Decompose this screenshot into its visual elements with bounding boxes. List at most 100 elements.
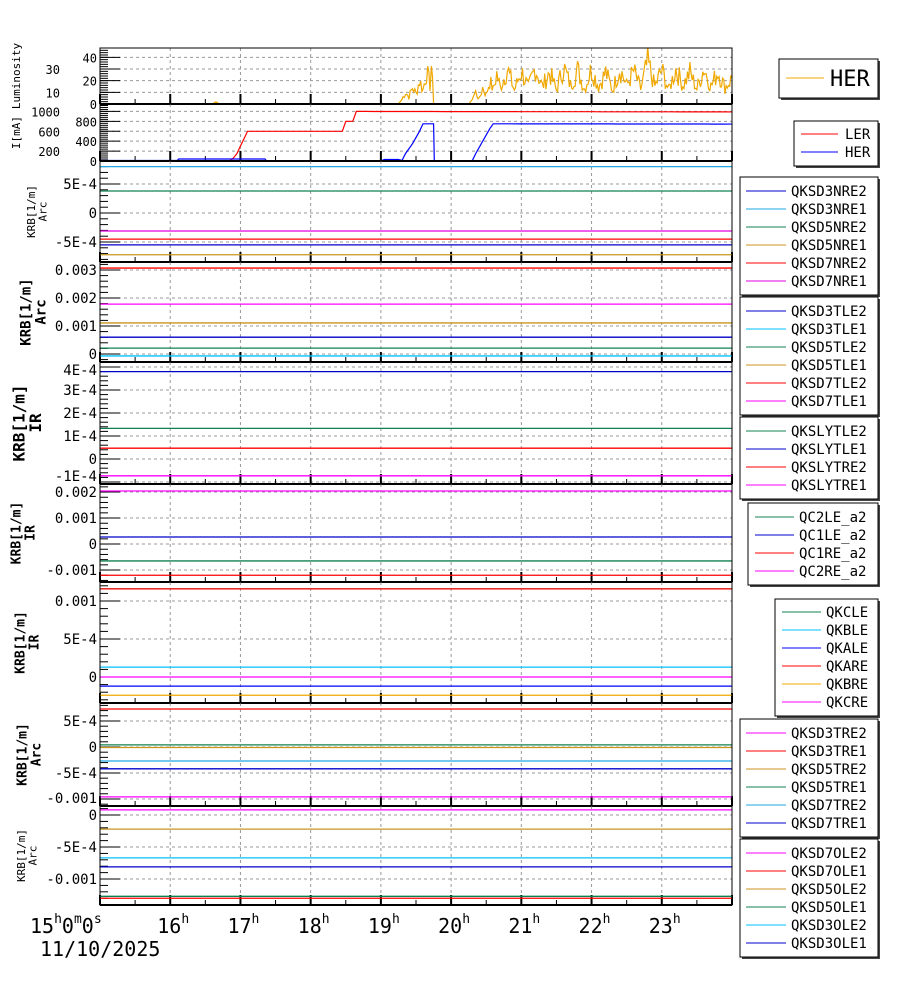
y-axis-label: I[mA] [10, 116, 23, 149]
y-axis-label-line: Arc [36, 202, 49, 222]
x-tick-unit: h [462, 912, 470, 927]
y-tick-label: 200 [38, 145, 60, 159]
y-tick-label: 600 [38, 125, 60, 139]
y-axis-label-line: IR [26, 413, 45, 433]
legend-label: QKSD7TRE2 [791, 798, 867, 814]
legend-label: QC1LE_a2 [799, 528, 866, 544]
series-group [100, 809, 732, 899]
x-tick-label: 19h [368, 912, 400, 938]
series-group [100, 588, 732, 696]
y-tick-label: 0 [89, 670, 97, 686]
series-group [100, 708, 732, 798]
x-tick-hour: 16 [157, 914, 181, 938]
legend-krb-arc-tre: QKSD3TRE2 QKSD3TRE1 QKSD5TRE2 QKSD5TRE1 QKSD… [739, 718, 880, 839]
x-tick-label: 20h [438, 912, 470, 938]
y-axis-label-line: KRB[1/m] [10, 502, 25, 565]
y-tick-label: 0 [89, 808, 97, 824]
panel-krb-arc-tle: 0.003 0.002 0.001 0 KRB[1/m]Arc [19, 261, 733, 363]
series-group [100, 110, 732, 161]
y-tick-label: 5E-4 [63, 714, 97, 730]
legend-current: LER HER [793, 120, 880, 168]
y-axis-label-line: Arc [26, 846, 39, 866]
y-axis-label-line: IR [27, 635, 42, 651]
panel-frame [99, 47, 733, 105]
legend-label: QKSD7NRE2 [791, 256, 867, 272]
y-tick-label: 0.002 [55, 291, 97, 307]
y-tick-label: 5E-4 [63, 632, 97, 648]
panel-krb-ir-qk: 0.001 5E-4 0 KRB[1/m]IR [14, 581, 733, 704]
y-axis-label-line: I[mA] [10, 116, 23, 149]
panel-frame [99, 261, 733, 363]
series-line-ler [100, 110, 732, 161]
x-tick-unit: h [54, 912, 62, 927]
y-axis-label-line: KRB[1/m] [25, 185, 38, 238]
y-tick-label: 1000 [31, 105, 60, 119]
x-tick-hour: 23 [649, 914, 673, 938]
y-axis-label-line: KRB[1/m] [9, 384, 28, 461]
y-axis-label-line: KRB[1/m] [19, 278, 35, 345]
panel-current: 0 200 400 600 800 1000 I[mA] [10, 103, 733, 169]
legend-label: QKSD7OLE2 [791, 846, 867, 862]
legend-krb-arc-ole: QKSD7OLE2 QKSD7OLE1 QKSD5OLE2 QKSD5OLE1 QKSD… [739, 838, 880, 959]
series-line-her [100, 48, 732, 104]
y-tick-label: 0 [89, 537, 97, 553]
legend-label: QKSD3TLE2 [791, 304, 867, 320]
legend-label: QKSD5NRE2 [791, 220, 867, 236]
legend-label: QKSD3OLE2 [791, 918, 867, 934]
panel-frame [99, 702, 733, 807]
y-tick-label: 0.001 [55, 511, 97, 527]
x-tick-hour: 22 [579, 914, 603, 938]
legend-label: QKSD3OLE1 [791, 936, 867, 952]
y-tick-label: 800 [75, 115, 97, 129]
x-tick-label: 22h [579, 912, 611, 938]
legend-label: QKBRE [826, 677, 868, 693]
panel-frame [99, 805, 733, 906]
y-axis-label: KRB[1/m]IR [9, 384, 45, 461]
x-tick-second: 0 [82, 914, 94, 938]
legend-label: QKSD3NRE1 [791, 202, 867, 218]
legend-label: QKSD3NRE2 [791, 184, 867, 200]
x-tick-hour: 21 [508, 914, 532, 938]
y-axis-label-line: Arc [29, 743, 44, 766]
legend-krb-ir-qc: QC2LE_a2 QC1LE_a2 QC1RE_a2 QC2RE_a2 [747, 502, 880, 587]
legend-label: QKSD3TRE1 [791, 744, 867, 760]
legend-krb-ir-sly: QKSLYTLE2 QKSLYTLE1 QKSLYTRE2 QKSLYTRE1 [739, 416, 880, 501]
legend-label: QKSD5TRE1 [791, 780, 867, 796]
y-tick-label: 20 [83, 75, 97, 89]
y-axis-label-line: KRB[1/m] [15, 829, 28, 882]
panel-krb-ir-sly: 4E-4 3E-4 2E-4 1E-4 0-1E-4 KRB[1/m]IR [9, 361, 733, 485]
y-tick-label: 0 [90, 155, 97, 169]
legend-krb-arc-tle: QKSD3TLE2 QKSD3TLE1 QKSD5TLE2 QKSD5TLE1 QKSD… [739, 296, 880, 417]
legend-box [739, 838, 879, 958]
y-axis-label-line: IR [23, 525, 38, 541]
y-tick-label: 0.002 [55, 485, 97, 501]
y-axis-label-line: Luminosity [10, 43, 23, 110]
y-axis-label: KRB[1/m]IR [10, 502, 39, 565]
x-tick-label: 23h [649, 912, 681, 938]
legend-label: QKCRE [826, 695, 868, 711]
legend-label: QKSD7OLE1 [791, 864, 867, 880]
y-tick-label: -0.001 [46, 791, 97, 807]
legend-label: QKBLE [826, 623, 868, 639]
panel-krb-arc-ole: 0 -5E-4 -0.001 KRB[1/m]Arc [15, 805, 733, 906]
legend-label: QC2LE_a2 [799, 510, 866, 526]
legend-label: QKCLE [826, 605, 868, 621]
legend-krb-ir-qk: QKCLE QKBLE QKALE QKARE QKBRE QKCRE [774, 598, 880, 718]
x-tick-label: 17h [227, 912, 259, 938]
y-tick-label: 2E-4 [63, 406, 97, 422]
legend-label: HER [830, 67, 870, 92]
y-tick-label: 4E-4 [63, 363, 97, 379]
panel-luminosity: 0 10 20 30 40 Luminosity [10, 43, 733, 112]
legend-label: QKSLYTLE1 [791, 442, 867, 458]
y-tick-label: 30 [46, 63, 60, 77]
series-group [100, 490, 732, 576]
y-tick-label: -5E-4 [55, 840, 97, 856]
x-tick-label: 16h [157, 912, 189, 938]
legend-label: QKSLYTRE1 [791, 478, 867, 494]
y-axis-label: KRB[1/m]Arc [19, 278, 50, 345]
y-tick-label: 0 [89, 347, 97, 363]
y-tick-label: -5E-4 [55, 766, 97, 782]
legend-label: QC2RE_a2 [799, 564, 866, 580]
y-tick-label: 10 [46, 86, 60, 100]
